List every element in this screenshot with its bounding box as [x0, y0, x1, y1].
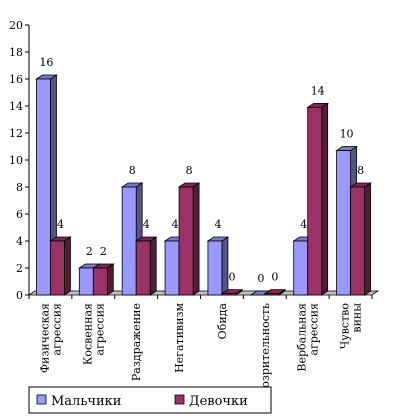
y-tick-label: 10 [9, 154, 23, 167]
category-label: Негативизм [173, 303, 186, 373]
bar [91, 263, 115, 296]
category-label: Чувствовины [339, 303, 364, 350]
data-label: 8 [186, 164, 193, 177]
data-label: 8 [129, 164, 136, 177]
data-label: 0 [271, 271, 278, 284]
bar [177, 182, 201, 296]
category-label: Физическаяагрессия [38, 303, 63, 373]
y-tick-label: 6 [16, 208, 23, 221]
legend-label: Девочки [189, 394, 248, 409]
category-label: Вербальнаяагрессия [296, 303, 321, 372]
data-label: 4 [300, 218, 307, 231]
bar [206, 236, 230, 296]
y-tick-label: 12 [9, 127, 23, 140]
legend: Мальчики Девочки [28, 386, 272, 414]
data-label: 14 [311, 84, 325, 97]
legend-label: Мальчики [51, 394, 121, 409]
data-label: 4 [143, 218, 150, 231]
bar [220, 288, 244, 296]
data-label: 0 [228, 271, 235, 284]
category-label: Подозрительность [259, 303, 272, 411]
bars [35, 74, 372, 296]
legend-swatch [36, 394, 47, 405]
y-tick-label: 2 [16, 262, 23, 275]
y-tick-label: 20 [9, 19, 23, 32]
data-label: 2 [100, 245, 107, 258]
category-label: Раздражение [130, 303, 143, 381]
data-label: 8 [357, 164, 364, 177]
y-tick-label: 0 [16, 289, 23, 302]
bar [49, 236, 72, 296]
data-label: 2 [86, 245, 93, 258]
data-label: 0 [257, 272, 264, 285]
y-tick-label: 14 [9, 100, 23, 113]
bar [349, 182, 372, 296]
category-label: Обида [216, 303, 229, 340]
data-label: 4 [214, 218, 221, 231]
data-label: 4 [172, 218, 179, 231]
data-label: 10 [340, 128, 354, 141]
y-tick-label: 18 [9, 46, 23, 59]
bar [263, 288, 287, 296]
y-tick-label: 4 [16, 235, 23, 248]
y-tick-label: 16 [9, 73, 23, 86]
bar [134, 236, 158, 296]
legend-swatch [174, 394, 185, 405]
legend-box [28, 386, 272, 414]
bar [306, 102, 330, 296]
category-label: Косвеннаяагрессия [81, 303, 106, 365]
y-tick-label: 8 [16, 181, 23, 194]
data-label: 16 [39, 56, 53, 69]
data-label: 4 [57, 218, 64, 231]
